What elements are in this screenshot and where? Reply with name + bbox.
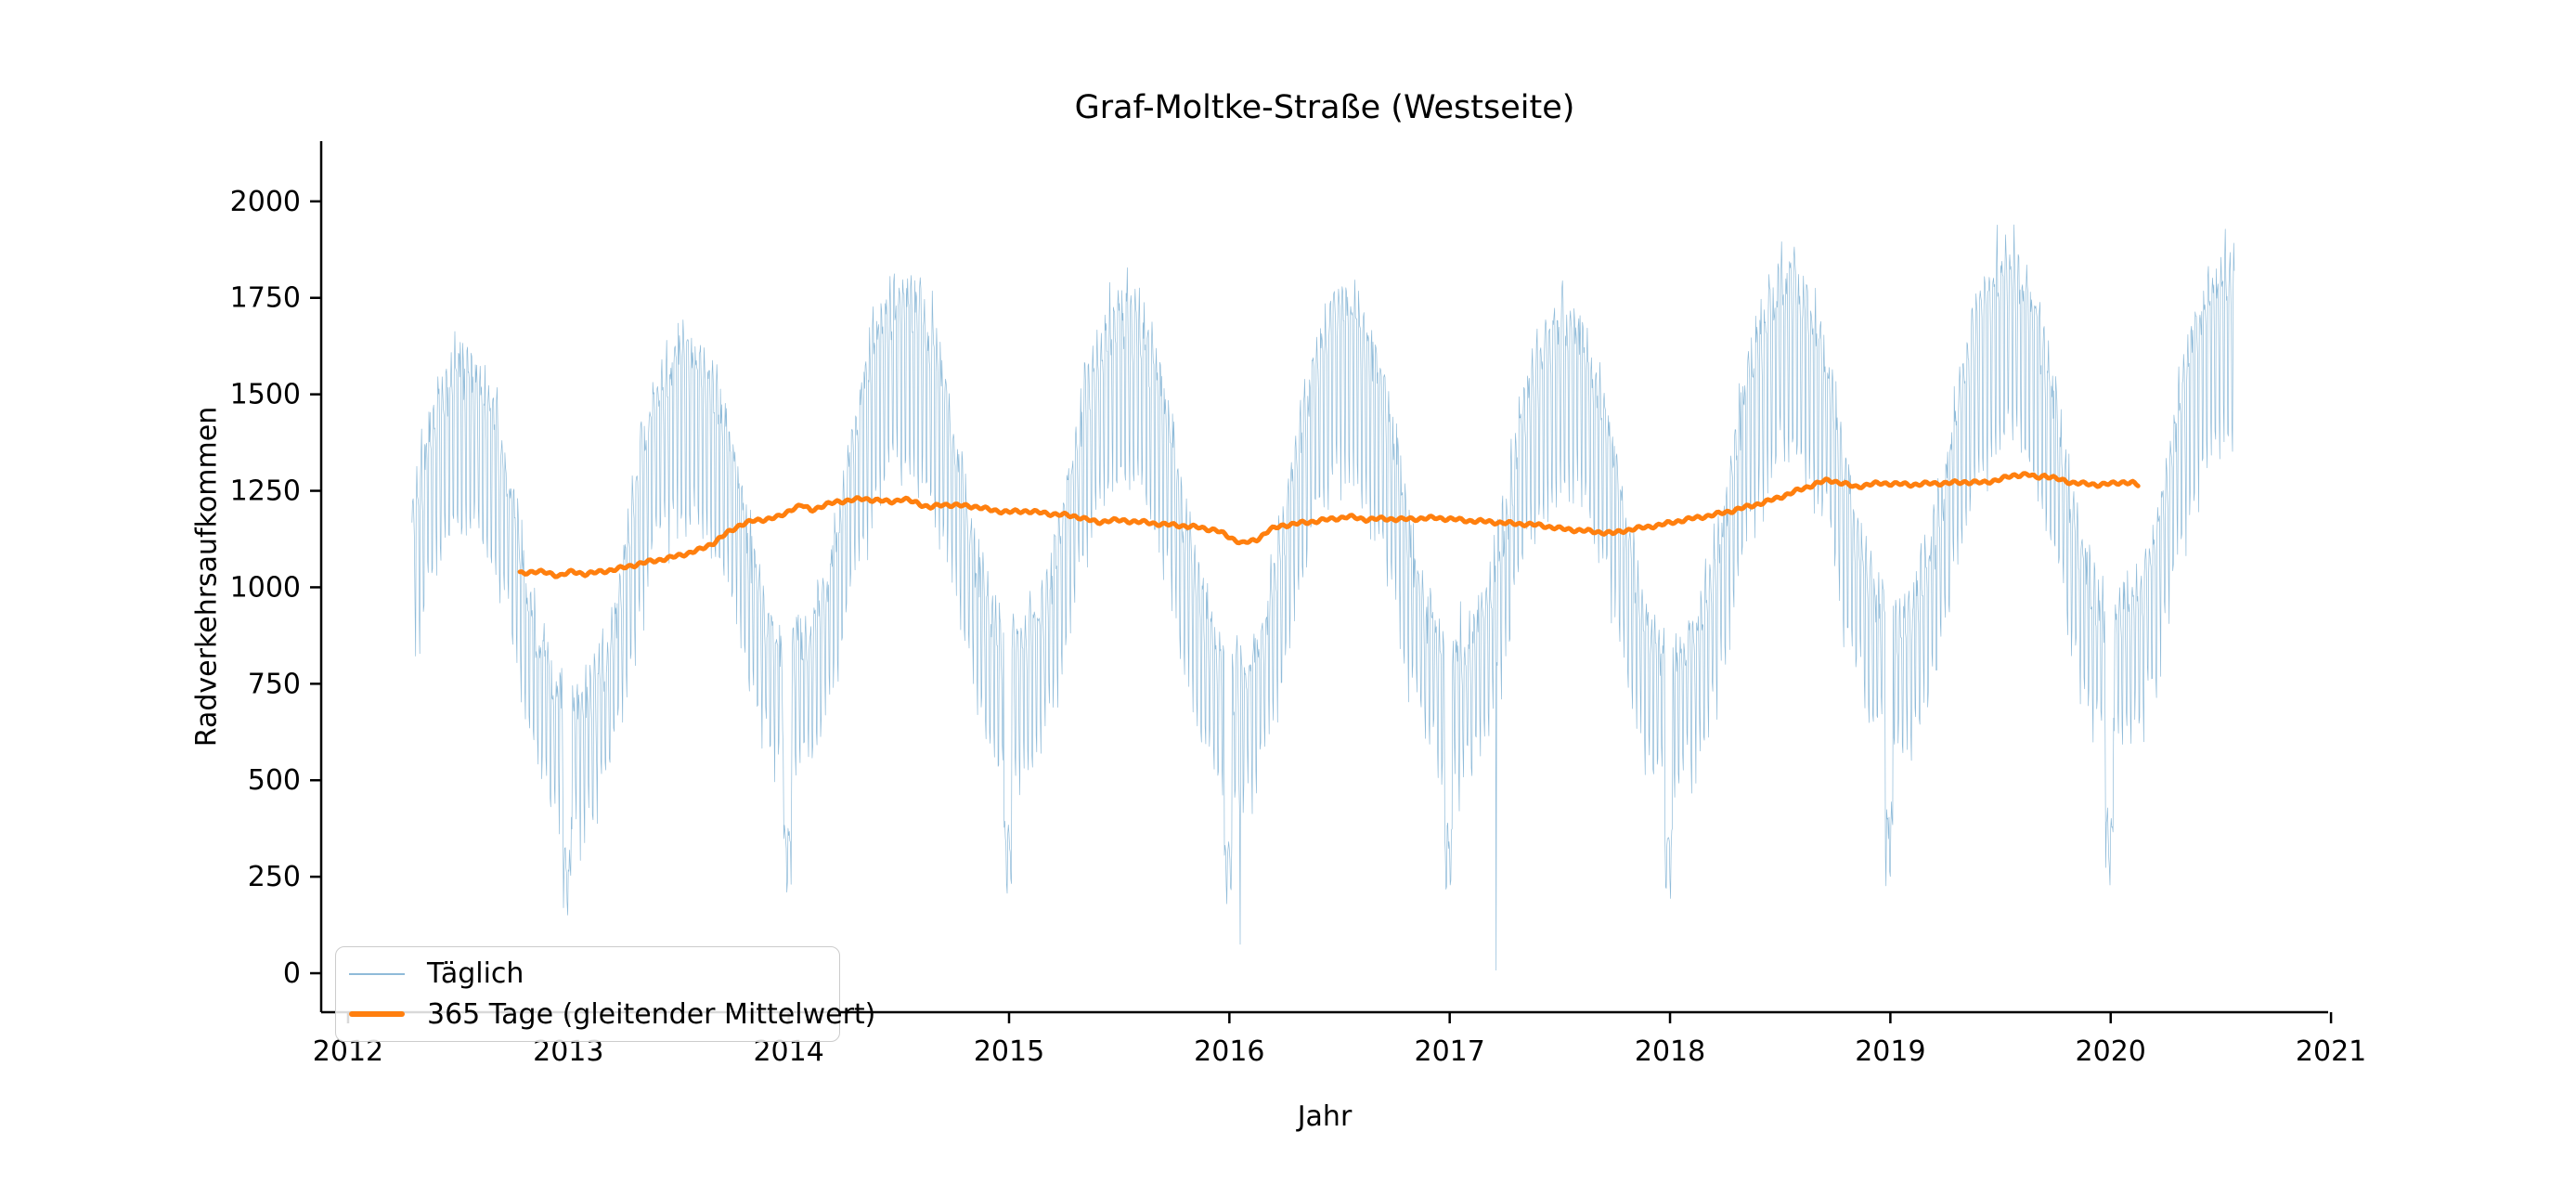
y-tick-label: 0	[283, 957, 301, 990]
legend: Täglich 365 Tage (gleitender Mittelwert)	[335, 946, 875, 1042]
x-tick-label: 2016	[1194, 1035, 1264, 1068]
chart-title: Graf-Moltke-Straße (Westseite)	[1074, 89, 1575, 126]
y-tick-label: 1000	[230, 571, 301, 604]
rolling-mean-line-sample	[349, 1011, 405, 1018]
y-tick-label: 750	[248, 668, 301, 700]
rolling-mean-line	[517, 471, 2141, 579]
y-axis-label: Radverkehrsaufkommen	[190, 406, 224, 748]
daily-line-sample	[349, 972, 405, 975]
x-tick-label: 2015	[974, 1035, 1044, 1068]
y-tick-label: 1250	[230, 475, 301, 508]
legend-item-rolling-mean: 365 Tage (gleitender Mittelwert)	[349, 995, 875, 1034]
x-tick-label: 2021	[2296, 1035, 2366, 1068]
y-tick-label: 500	[248, 764, 301, 797]
legend-label-daily: Täglich	[427, 957, 524, 991]
x-tick-label: 2019	[1855, 1035, 1925, 1068]
daily-series-line	[411, 224, 2235, 971]
x-tick-label: 2020	[2076, 1035, 2146, 1068]
x-tick-label: 2018	[1635, 1035, 1705, 1068]
x-axis-label: Jahr	[1297, 1100, 1353, 1133]
x-tick-label: 2017	[1415, 1035, 1485, 1068]
y-tick-label: 1750	[230, 282, 301, 315]
y-tick-label: 250	[248, 861, 301, 893]
legend-item-daily: Täglich	[349, 955, 826, 994]
y-tick-label: 2000	[230, 186, 301, 218]
legend-label-rolling-mean: 365 Tage (gleitender Mittelwert)	[427, 997, 876, 1031]
y-tick-label: 1500	[230, 379, 301, 411]
